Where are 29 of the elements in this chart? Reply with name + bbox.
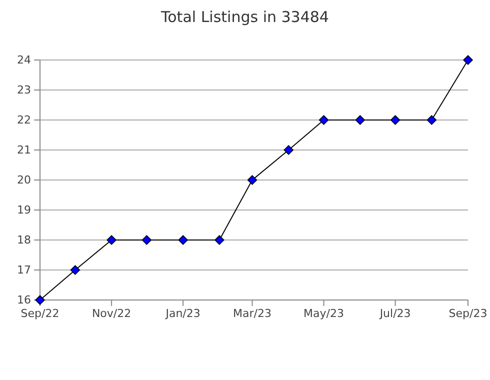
point xyxy=(106,235,116,245)
point xyxy=(318,115,329,125)
x-tick-label: May/23 xyxy=(304,306,344,320)
x-tick-label: Mar/23 xyxy=(233,306,272,320)
point xyxy=(214,235,224,245)
point xyxy=(390,115,400,125)
chart-title: Total Listings in 33484 xyxy=(160,8,329,26)
y-tick-label: 16 xyxy=(17,294,31,307)
y-tick-label: 23 xyxy=(17,84,31,97)
y-tick-label: 18 xyxy=(17,234,31,247)
x-tick-label: Sep/22 xyxy=(20,306,60,320)
x-tick-label: Jul/23 xyxy=(378,306,411,320)
y-tick-label: 17 xyxy=(17,264,31,277)
x-tick-label: Nov/22 xyxy=(92,306,132,320)
point xyxy=(247,175,258,185)
x-tick-label: Sep/23 xyxy=(448,306,488,320)
point xyxy=(178,235,188,245)
y-tick-label: 21 xyxy=(17,144,31,157)
y-tick-label: 22 xyxy=(17,114,31,127)
y-tick-label: 24 xyxy=(17,54,31,67)
point xyxy=(142,235,152,245)
y-tick-label: 20 xyxy=(17,174,31,187)
point xyxy=(426,115,437,125)
point xyxy=(355,115,365,125)
x-tick-label: Jan/23 xyxy=(164,306,200,320)
point xyxy=(463,55,473,65)
point xyxy=(284,145,294,155)
point xyxy=(70,265,80,275)
y-tick-label: 19 xyxy=(17,204,31,217)
